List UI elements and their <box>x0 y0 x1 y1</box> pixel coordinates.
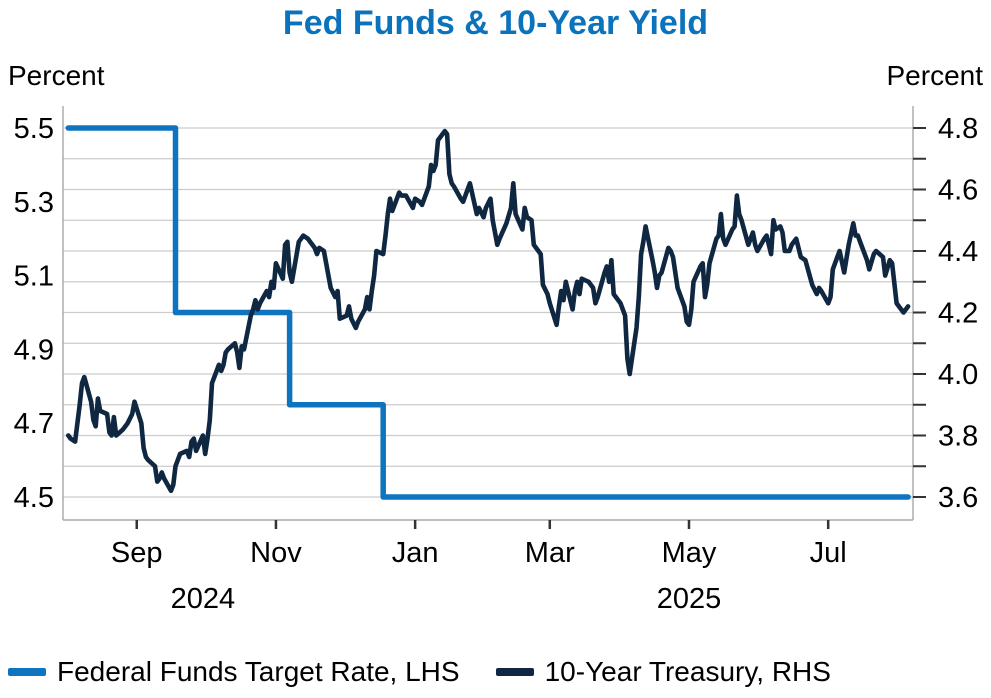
legend-item-fed-funds: Federal Funds Target Rate, LHS <box>8 656 460 688</box>
left-tick-label: 5.3 <box>14 187 54 219</box>
month-tick-label: Jul <box>810 537 847 569</box>
legend-label-fed-funds: Federal Funds Target Rate, LHS <box>57 656 460 687</box>
year-label: 2025 <box>657 583 722 615</box>
right-tick-label: 4.4 <box>938 236 978 268</box>
legend-label-treasury: 10-Year Treasury, RHS <box>544 656 831 687</box>
right-axis-unit: Percent <box>886 60 984 91</box>
left-axis-unit: Percent <box>8 60 105 91</box>
left-tick-label: 4.7 <box>14 408 54 440</box>
month-tick-label: Mar <box>525 537 575 569</box>
chart-canvas: Sep Nov Jan Mar May Jul 2024 2025 5.5 5.3 5.1 4.9 4.… <box>14 106 978 615</box>
left-tick-label: 4.5 <box>14 482 54 514</box>
fed-funds-line <box>65 125 911 500</box>
right-tick-label: 4.0 <box>938 359 978 391</box>
legend-item-treasury: 10-Year Treasury, RHS <box>495 656 831 688</box>
month-tick-label: Jan <box>392 537 439 569</box>
right-tick-label: 4.8 <box>938 113 978 145</box>
month-tick-label: Nov <box>250 537 302 569</box>
left-tick-label: 5.1 <box>14 261 54 293</box>
right-tick-label: 3.8 <box>938 421 978 453</box>
year-label: 2024 <box>171 583 236 615</box>
month-tick-label: May <box>662 537 717 569</box>
chart-title: Fed Funds & 10-Year Yield <box>282 4 709 42</box>
treasury-line <box>66 128 911 494</box>
fed-funds-swatch-icon <box>8 668 46 676</box>
treasury-swatch-icon <box>495 668 534 676</box>
right-tick-label: 3.6 <box>938 482 978 514</box>
right-tick-label: 4.2 <box>938 298 978 330</box>
legend: Federal Funds Target Rate, LHS 10-Year T… <box>8 656 831 688</box>
right-tick-label: 4.6 <box>938 175 978 207</box>
month-tick-label: Sep <box>111 537 163 569</box>
left-tick-label: 5.5 <box>14 113 54 145</box>
left-tick-label: 4.9 <box>14 334 54 366</box>
